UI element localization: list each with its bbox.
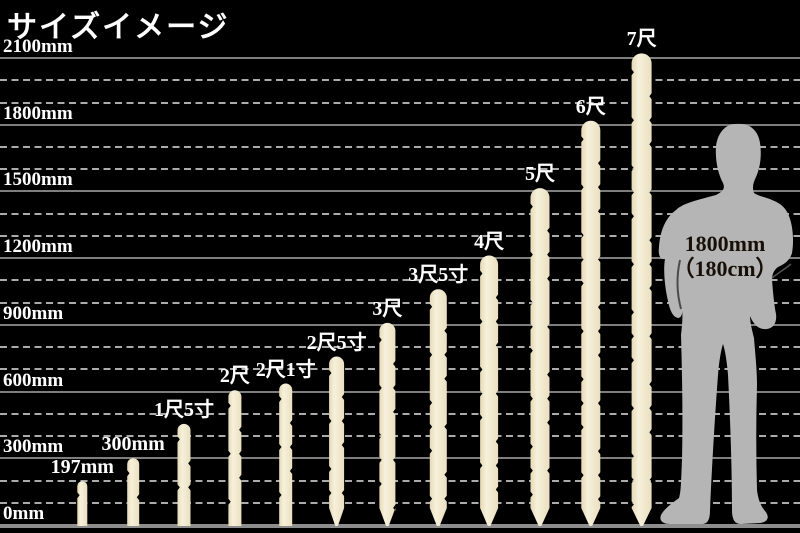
stake-9 <box>480 255 499 526</box>
y-tick-label: 1800mm <box>3 102 73 124</box>
stake-size-label: 2尺 <box>219 365 250 388</box>
gridline-minor <box>0 479 800 482</box>
gridline-major <box>0 57 800 59</box>
stake-size-label: 6尺 <box>575 95 606 118</box>
stake-size-label: 3尺5寸 <box>408 264 469 287</box>
figure-height-mm: 1800mm <box>684 231 766 256</box>
stake-4 <box>228 390 242 526</box>
gridline-minor <box>0 146 800 148</box>
arm-crease-line <box>676 259 682 310</box>
gridline-minor <box>0 412 800 415</box>
gridline-minor <box>0 168 800 171</box>
stake-12 <box>631 53 652 527</box>
stake-size-label: 2尺5寸 <box>306 331 367 354</box>
stake-size-label: 2尺1寸 <box>255 358 316 381</box>
stake-8 <box>429 289 447 526</box>
gridline-minor <box>0 501 800 504</box>
gridline-major <box>0 457 800 460</box>
chart-title: サイズイメージ <box>7 11 230 44</box>
stake-size-label: 300mm <box>101 433 165 456</box>
human-silhouette-body <box>658 123 794 524</box>
gridline-minor <box>0 435 800 437</box>
y-tick-label: 1500mm <box>3 169 73 191</box>
stake-5 <box>279 383 293 526</box>
human-silhouette <box>658 123 794 524</box>
figure-height-cm: （180cm） <box>672 256 778 281</box>
gridline-minor <box>0 301 800 304</box>
y-tick-label: 600mm <box>3 369 64 391</box>
stake-size-label: 5尺 <box>525 163 555 186</box>
y-tick-label: 2100mm <box>3 36 73 57</box>
stake-7 <box>379 322 396 526</box>
stake-1 <box>77 481 88 526</box>
y-tick-label: 300mm <box>3 436 64 458</box>
gridline-major <box>0 123 800 126</box>
gridline-minor <box>0 79 800 82</box>
gridline-major <box>0 390 800 393</box>
y-tick-label: 900mm <box>3 302 64 324</box>
gridline-major <box>0 524 800 528</box>
stake-3 <box>177 423 191 526</box>
gridline-minor <box>0 212 800 215</box>
stake-size-label: 197mm <box>50 456 114 479</box>
y-tick-label: 1200mm <box>3 236 73 258</box>
gridline-minor <box>0 346 800 349</box>
sleeve-crease-line <box>771 263 792 279</box>
gridline-major <box>0 257 800 260</box>
stake-10 <box>530 188 550 526</box>
stake-11 <box>581 120 601 526</box>
stake-size-label: 3尺 <box>372 297 403 320</box>
stake-size-label: 7尺 <box>626 28 657 51</box>
figure-height-label: 1800mm （180cm） <box>650 231 800 281</box>
gridline-major <box>0 190 800 193</box>
stake-6 <box>329 356 345 526</box>
y-tick-label: 0mm <box>3 503 45 524</box>
gridline-minor <box>0 279 800 282</box>
stake-size-label: 4尺 <box>474 230 505 253</box>
gridline-minor <box>0 101 800 104</box>
gridline-minor <box>0 234 800 237</box>
stake-size-label: 1尺5寸 <box>154 398 214 421</box>
gridline-major <box>0 323 800 326</box>
gridline-minor <box>0 368 800 371</box>
stake-2 <box>127 458 140 526</box>
